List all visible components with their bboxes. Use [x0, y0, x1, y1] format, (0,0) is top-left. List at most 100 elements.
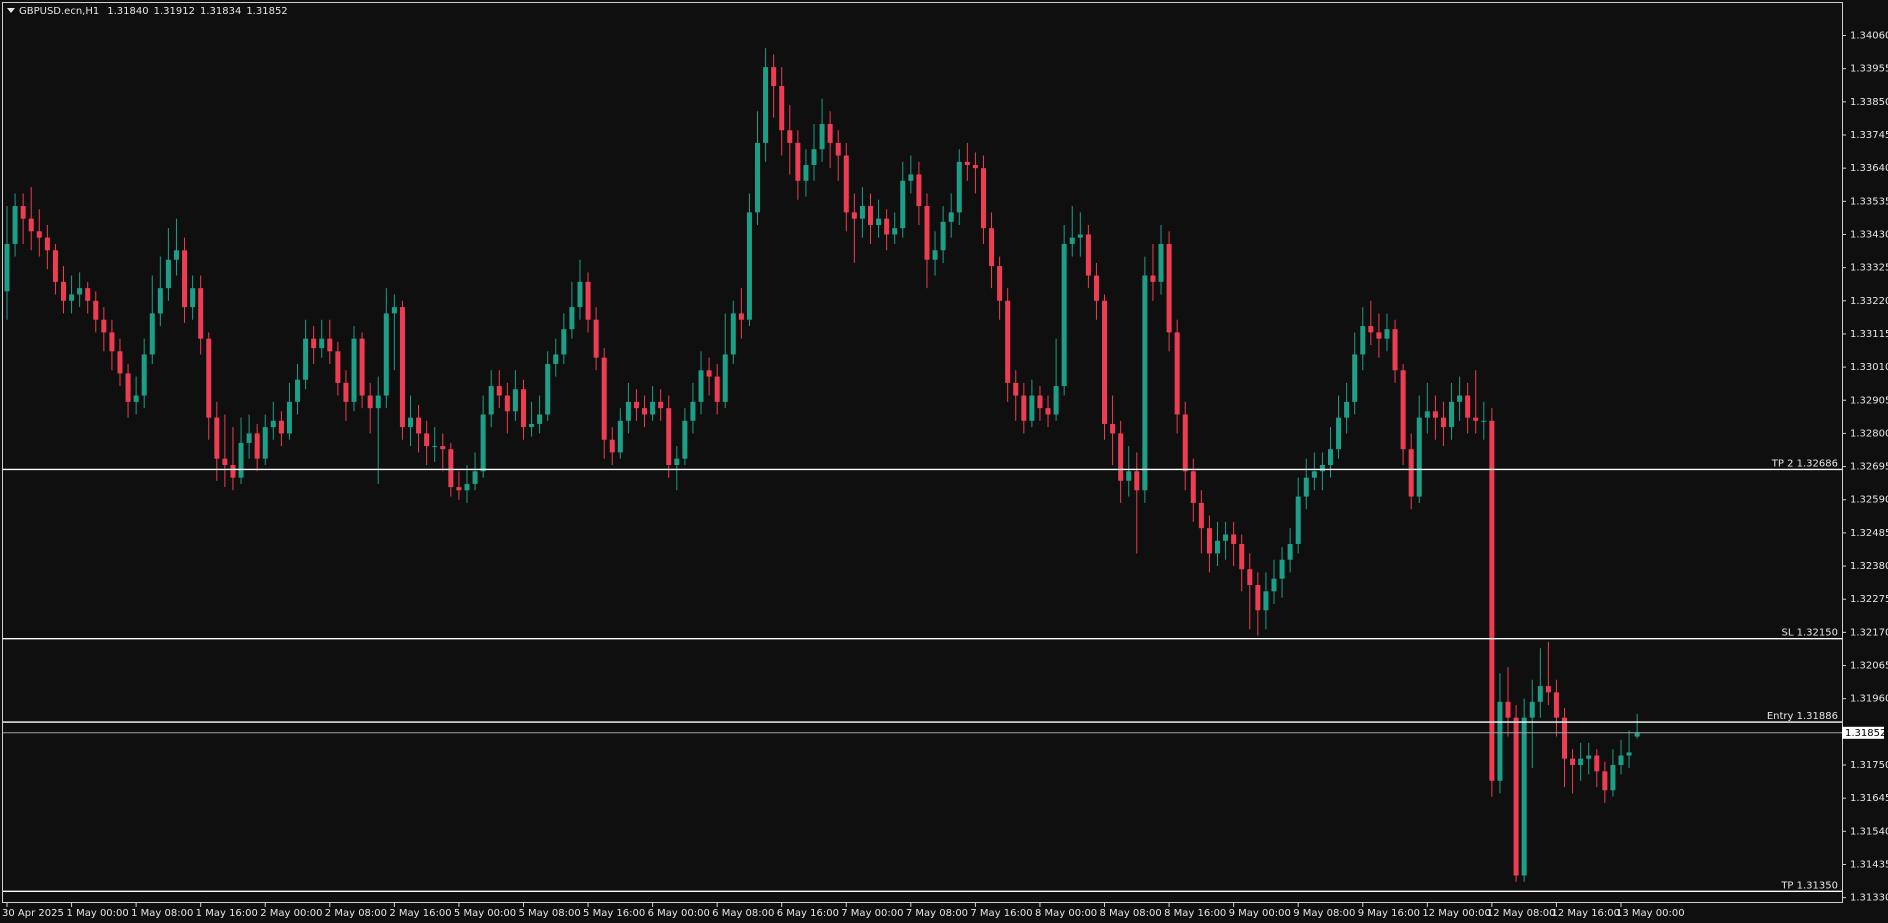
y-tick-label: 1.32380: [1850, 561, 1888, 572]
candle-body: [1215, 540, 1220, 554]
candle-body: [972, 165, 978, 169]
candle-body: [633, 401, 639, 409]
candle-body: [278, 420, 284, 434]
candle-body: [851, 212, 857, 219]
candle-body: [593, 319, 599, 358]
x-tick-label: 2 May 00:00: [260, 908, 322, 919]
candle-body: [367, 395, 373, 409]
candle-body: [1465, 395, 1471, 418]
y-tick-label: 1.34060: [1850, 31, 1888, 42]
candle-body: [214, 417, 220, 459]
candle-body: [1311, 471, 1317, 478]
candle-body: [141, 354, 147, 396]
candle-body: [206, 338, 212, 418]
candle-body: [1553, 692, 1559, 718]
menu-triangle[interactable]: [7, 8, 15, 13]
candle-body: [1344, 401, 1350, 418]
candle-body: [1158, 243, 1164, 282]
candle-body: [803, 165, 809, 181]
candle-body: [1021, 395, 1027, 421]
candle-body: [399, 307, 405, 428]
candle-body: [44, 237, 50, 251]
candle-body: [1279, 559, 1285, 579]
candle-body: [771, 67, 777, 87]
candle-body: [1287, 543, 1293, 560]
y-tick-label: 1.33430: [1850, 229, 1888, 240]
candle-body: [1150, 275, 1156, 282]
candle-body: [480, 414, 486, 472]
x-tick-label: 6 May 08:00: [712, 908, 774, 919]
y-tick-label: 1.32275: [1850, 594, 1888, 605]
candle-body: [1610, 765, 1616, 791]
x-tick-label: 9 May 08:00: [1293, 908, 1355, 919]
x-tick-label: 13 May 00:00: [1616, 908, 1685, 919]
candle-body: [1513, 717, 1519, 876]
candle-body: [1053, 386, 1059, 415]
candle-body: [1457, 395, 1463, 402]
candle-body: [254, 433, 260, 459]
candle-body: [391, 307, 397, 314]
candle-body: [666, 408, 672, 465]
candle-body: [924, 206, 930, 260]
y-tick-label: 1.33850: [1850, 97, 1888, 108]
candle-body: [1077, 234, 1083, 238]
x-tick-label: 1 May 08:00: [131, 908, 193, 919]
candle-body: [577, 281, 583, 308]
price-label-box: [1842, 726, 1884, 739]
candle-body: [1634, 732, 1640, 737]
candle-body: [819, 123, 825, 150]
candle-body: [117, 351, 123, 374]
candle-body: [1578, 758, 1584, 765]
candle-body: [916, 174, 922, 207]
candle-body: [319, 338, 325, 349]
candle-body: [1005, 300, 1011, 383]
y-tick-label: 1.31435: [1850, 859, 1888, 870]
x-tick-label: 1 May 00:00: [67, 908, 129, 919]
candle-body: [690, 401, 696, 421]
candle-body: [512, 389, 518, 412]
candle-body: [1319, 465, 1325, 472]
candle-body: [1118, 433, 1124, 481]
x-tick-label: 7 May 08:00: [906, 908, 968, 919]
candle-body: [940, 221, 946, 251]
candle-body: [1110, 423, 1116, 434]
candle-body: [303, 338, 309, 380]
candle-body: [1562, 717, 1568, 759]
level-label: TP 1.31350: [1780, 880, 1838, 891]
candle-body: [1360, 326, 1366, 355]
y-tick-label: 1.32590: [1850, 495, 1888, 506]
candle-body: [1537, 686, 1543, 702]
x-tick-label: 12 May 00:00: [1422, 908, 1491, 919]
candle-body: [545, 363, 551, 415]
candle-body: [682, 420, 688, 459]
x-tick-label: 5 May 08:00: [518, 908, 580, 919]
price-label: 1.31852: [1845, 728, 1886, 739]
candle-body: [779, 86, 785, 131]
candle-body: [1037, 395, 1043, 409]
candle-body: [1400, 370, 1406, 450]
candle-body: [222, 458, 228, 465]
candle-body: [843, 155, 849, 213]
candle-body: [101, 319, 107, 333]
candle-body: [642, 408, 648, 415]
candle-body: [650, 401, 656, 415]
candle-body: [1368, 326, 1374, 333]
candle-body: [884, 218, 890, 235]
candle-body: [359, 338, 365, 396]
candle-body: [997, 266, 1003, 301]
candle-body: [1586, 755, 1592, 759]
candle-body: [351, 338, 357, 402]
candle-body: [69, 294, 75, 301]
candle-body: [1352, 354, 1358, 402]
candle-body: [1327, 449, 1333, 465]
x-tick-label: 12 May 16:00: [1551, 908, 1620, 919]
y-tick-label: 1.33115: [1850, 329, 1888, 340]
candle-body: [1142, 275, 1148, 491]
y-tick-label: 1.33325: [1850, 263, 1888, 274]
candle-body: [980, 168, 986, 229]
candle-body: [295, 379, 301, 402]
candle-body: [4, 243, 10, 292]
candle-body: [625, 401, 631, 421]
candle-body: [230, 465, 236, 478]
candle-body: [52, 250, 58, 282]
